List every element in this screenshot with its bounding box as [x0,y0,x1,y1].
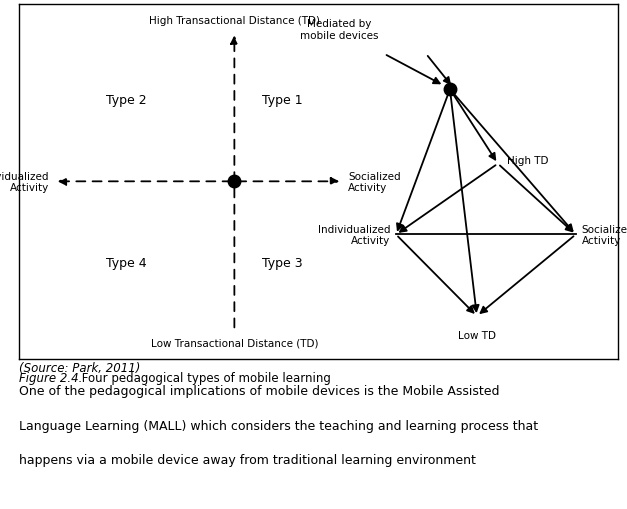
Text: Individualized
Activity: Individualized Activity [0,171,49,193]
Text: Figure 2.4.: Figure 2.4. [19,372,82,384]
Text: One of the pedagogical implications of mobile devices is the Mobile Assisted: One of the pedagogical implications of m… [19,384,499,397]
Text: Type 4: Type 4 [107,257,147,270]
Text: High TD: High TD [507,156,549,166]
Text: Low Transactional Distance (TD): Low Transactional Distance (TD) [150,337,318,348]
Text: Type 2: Type 2 [107,94,147,107]
Text: Four pedagogical types of mobile learning: Four pedagogical types of mobile learnin… [78,372,331,384]
Text: Type 1: Type 1 [262,94,303,107]
Text: Type 3: Type 3 [262,257,303,270]
Text: happens via a mobile device away from traditional learning environment: happens via a mobile device away from tr… [19,454,476,466]
Text: Socialized
Activity: Socialized Activity [582,224,627,246]
Text: High Transactional Distance (TD): High Transactional Distance (TD) [149,16,320,26]
Text: Individualized
Activity: Individualized Activity [317,224,390,246]
Text: Low TD: Low TD [458,330,496,341]
Text: Language Learning (MALL) which considers the teaching and learning process that: Language Learning (MALL) which considers… [19,419,538,432]
Text: Socialized
Activity: Socialized Activity [348,171,401,193]
Text: (Source: Park, 2011): (Source: Park, 2011) [19,361,140,374]
Text: Mediated by
mobile devices: Mediated by mobile devices [300,19,379,40]
